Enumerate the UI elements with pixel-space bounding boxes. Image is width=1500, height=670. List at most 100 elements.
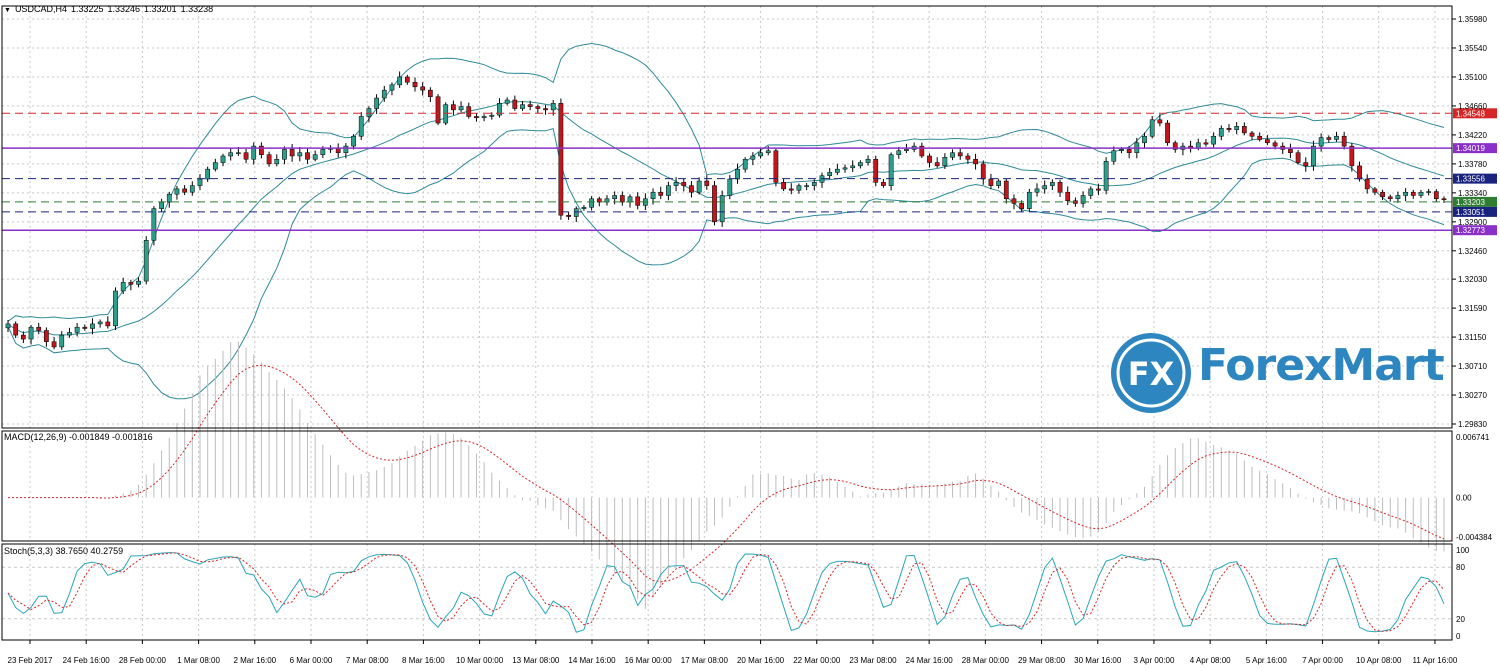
candle-body [520, 104, 525, 109]
candle-body [266, 154, 272, 165]
candle-body [451, 104, 456, 111]
candle-body [788, 188, 794, 191]
candle-body [113, 290, 118, 327]
x-tick-label: 1 Mar 08:00 [177, 656, 220, 665]
candle-body [527, 104, 533, 107]
candle-body [773, 150, 779, 183]
candle-body [1410, 191, 1416, 196]
main-pane-title: ▼ USDCAD,H4 1.33225 1.33246 1.33201 1.33238 [4, 4, 217, 14]
candle-body [811, 182, 817, 186]
stoch-main-line [7, 552, 1445, 633]
price-tag-label: 1.33556 [1456, 175, 1485, 184]
candle-body [1395, 195, 1401, 200]
candle-body [474, 116, 479, 119]
candle-body [36, 326, 42, 331]
candle-body [1234, 126, 1240, 130]
x-tick-label: 10 Apr 08:00 [1356, 656, 1402, 665]
candle-body [1341, 135, 1347, 147]
candle-body [289, 149, 295, 157]
forexmart-fx-icon: FX [1111, 333, 1191, 413]
x-tick-label: 7 Apr 00:00 [1302, 656, 1343, 665]
candle-body [1011, 198, 1017, 204]
candle-body [1119, 149, 1124, 151]
candle-body [973, 159, 978, 165]
candle-body [858, 162, 863, 167]
candle-body [1380, 191, 1385, 198]
candle-body [1441, 198, 1447, 201]
x-tick-label: 13 Mar 08:00 [512, 656, 560, 665]
candle-body [1433, 191, 1439, 200]
x-tick-label: 5 Apr 16:00 [1246, 656, 1287, 665]
candle-body [566, 214, 571, 217]
price-tag [1453, 206, 1497, 217]
x-tick-label: 29 Mar 08:00 [1018, 656, 1066, 665]
price-tag-label: 1.34548 [1456, 109, 1485, 118]
x-tick-label: 23 Feb 2017 [8, 656, 53, 665]
candle-body [44, 330, 49, 342]
candle-body [28, 326, 34, 340]
y-tick-label: 1.32030 [1458, 275, 1487, 284]
candle-body [750, 155, 756, 160]
collapse-triangle-icon[interactable]: ▼ [4, 7, 11, 14]
candle-body [397, 76, 402, 86]
price-tag [1453, 108, 1497, 119]
candle-body [1288, 149, 1293, 153]
candle-body [412, 81, 418, 88]
pane-frames [1, 5, 1453, 641]
candle-body [543, 108, 548, 111]
candle-body [865, 159, 871, 163]
candle-body [389, 84, 395, 91]
price-tag-label: 1.33203 [1456, 198, 1485, 207]
candle-body [1103, 160, 1109, 191]
x-tick-label: 24 Feb 16:00 [63, 656, 111, 665]
candle-body [658, 191, 664, 196]
pane-frame [1, 5, 1453, 429]
candle-body [988, 178, 994, 186]
candle-body [128, 282, 134, 285]
horizontal-levels[interactable] [2, 112, 1452, 231]
candle-body [282, 149, 287, 160]
x-tick-label: 20 Mar 16:00 [737, 656, 785, 665]
candle-body [1257, 135, 1263, 140]
candle-body [243, 152, 249, 160]
bollinger-middle [7, 101, 1445, 336]
stoch-signal-line [7, 552, 1445, 632]
candle-body [197, 178, 203, 186]
candle-body [573, 208, 579, 217]
candle-body [1357, 165, 1362, 180]
x-tick-label: 28 Mar 00:00 [962, 656, 1010, 665]
stoch-tick-label: 20 [1456, 615, 1465, 624]
candle-body [1272, 142, 1278, 147]
x-tick-label: 23 Mar 08:00 [849, 656, 897, 665]
candle-body [481, 116, 487, 119]
y-tick-label: 1.34220 [1458, 131, 1487, 140]
candle-body [504, 99, 510, 104]
candle-body [950, 152, 955, 158]
candle-body [312, 154, 318, 160]
forexmart-logo: FX ForexMart [1108, 330, 1448, 418]
price-tag [1453, 196, 1497, 207]
y-tick-label: 1.29830 [1458, 420, 1487, 429]
pane-frame [1, 543, 1453, 641]
candle-body [558, 103, 564, 216]
candle-body [627, 196, 633, 203]
candle-body [166, 193, 172, 203]
candle-body [758, 152, 763, 157]
y-tick-label: 1.30710 [1458, 362, 1487, 371]
candle-body [274, 159, 280, 165]
candle-body [1003, 180, 1009, 200]
candle-body [1241, 126, 1247, 134]
candle-body [1372, 188, 1378, 193]
candle-body [834, 168, 840, 173]
x-tick-label: 30 Mar 16:00 [1074, 656, 1122, 665]
candle-body [673, 182, 679, 186]
x-tick-label: 3 Apr 00:00 [1133, 656, 1174, 665]
candle-body [51, 341, 57, 348]
candle-body [827, 172, 833, 176]
macd-tick-label: -0.004384 [1456, 533, 1493, 542]
candle-body [1042, 185, 1048, 190]
macd-pane-title: MACD(12,26,9) -0.001849 -0.001816 [4, 432, 153, 442]
y-tick-label: 1.30270 [1458, 391, 1487, 400]
candle-body [689, 185, 694, 193]
